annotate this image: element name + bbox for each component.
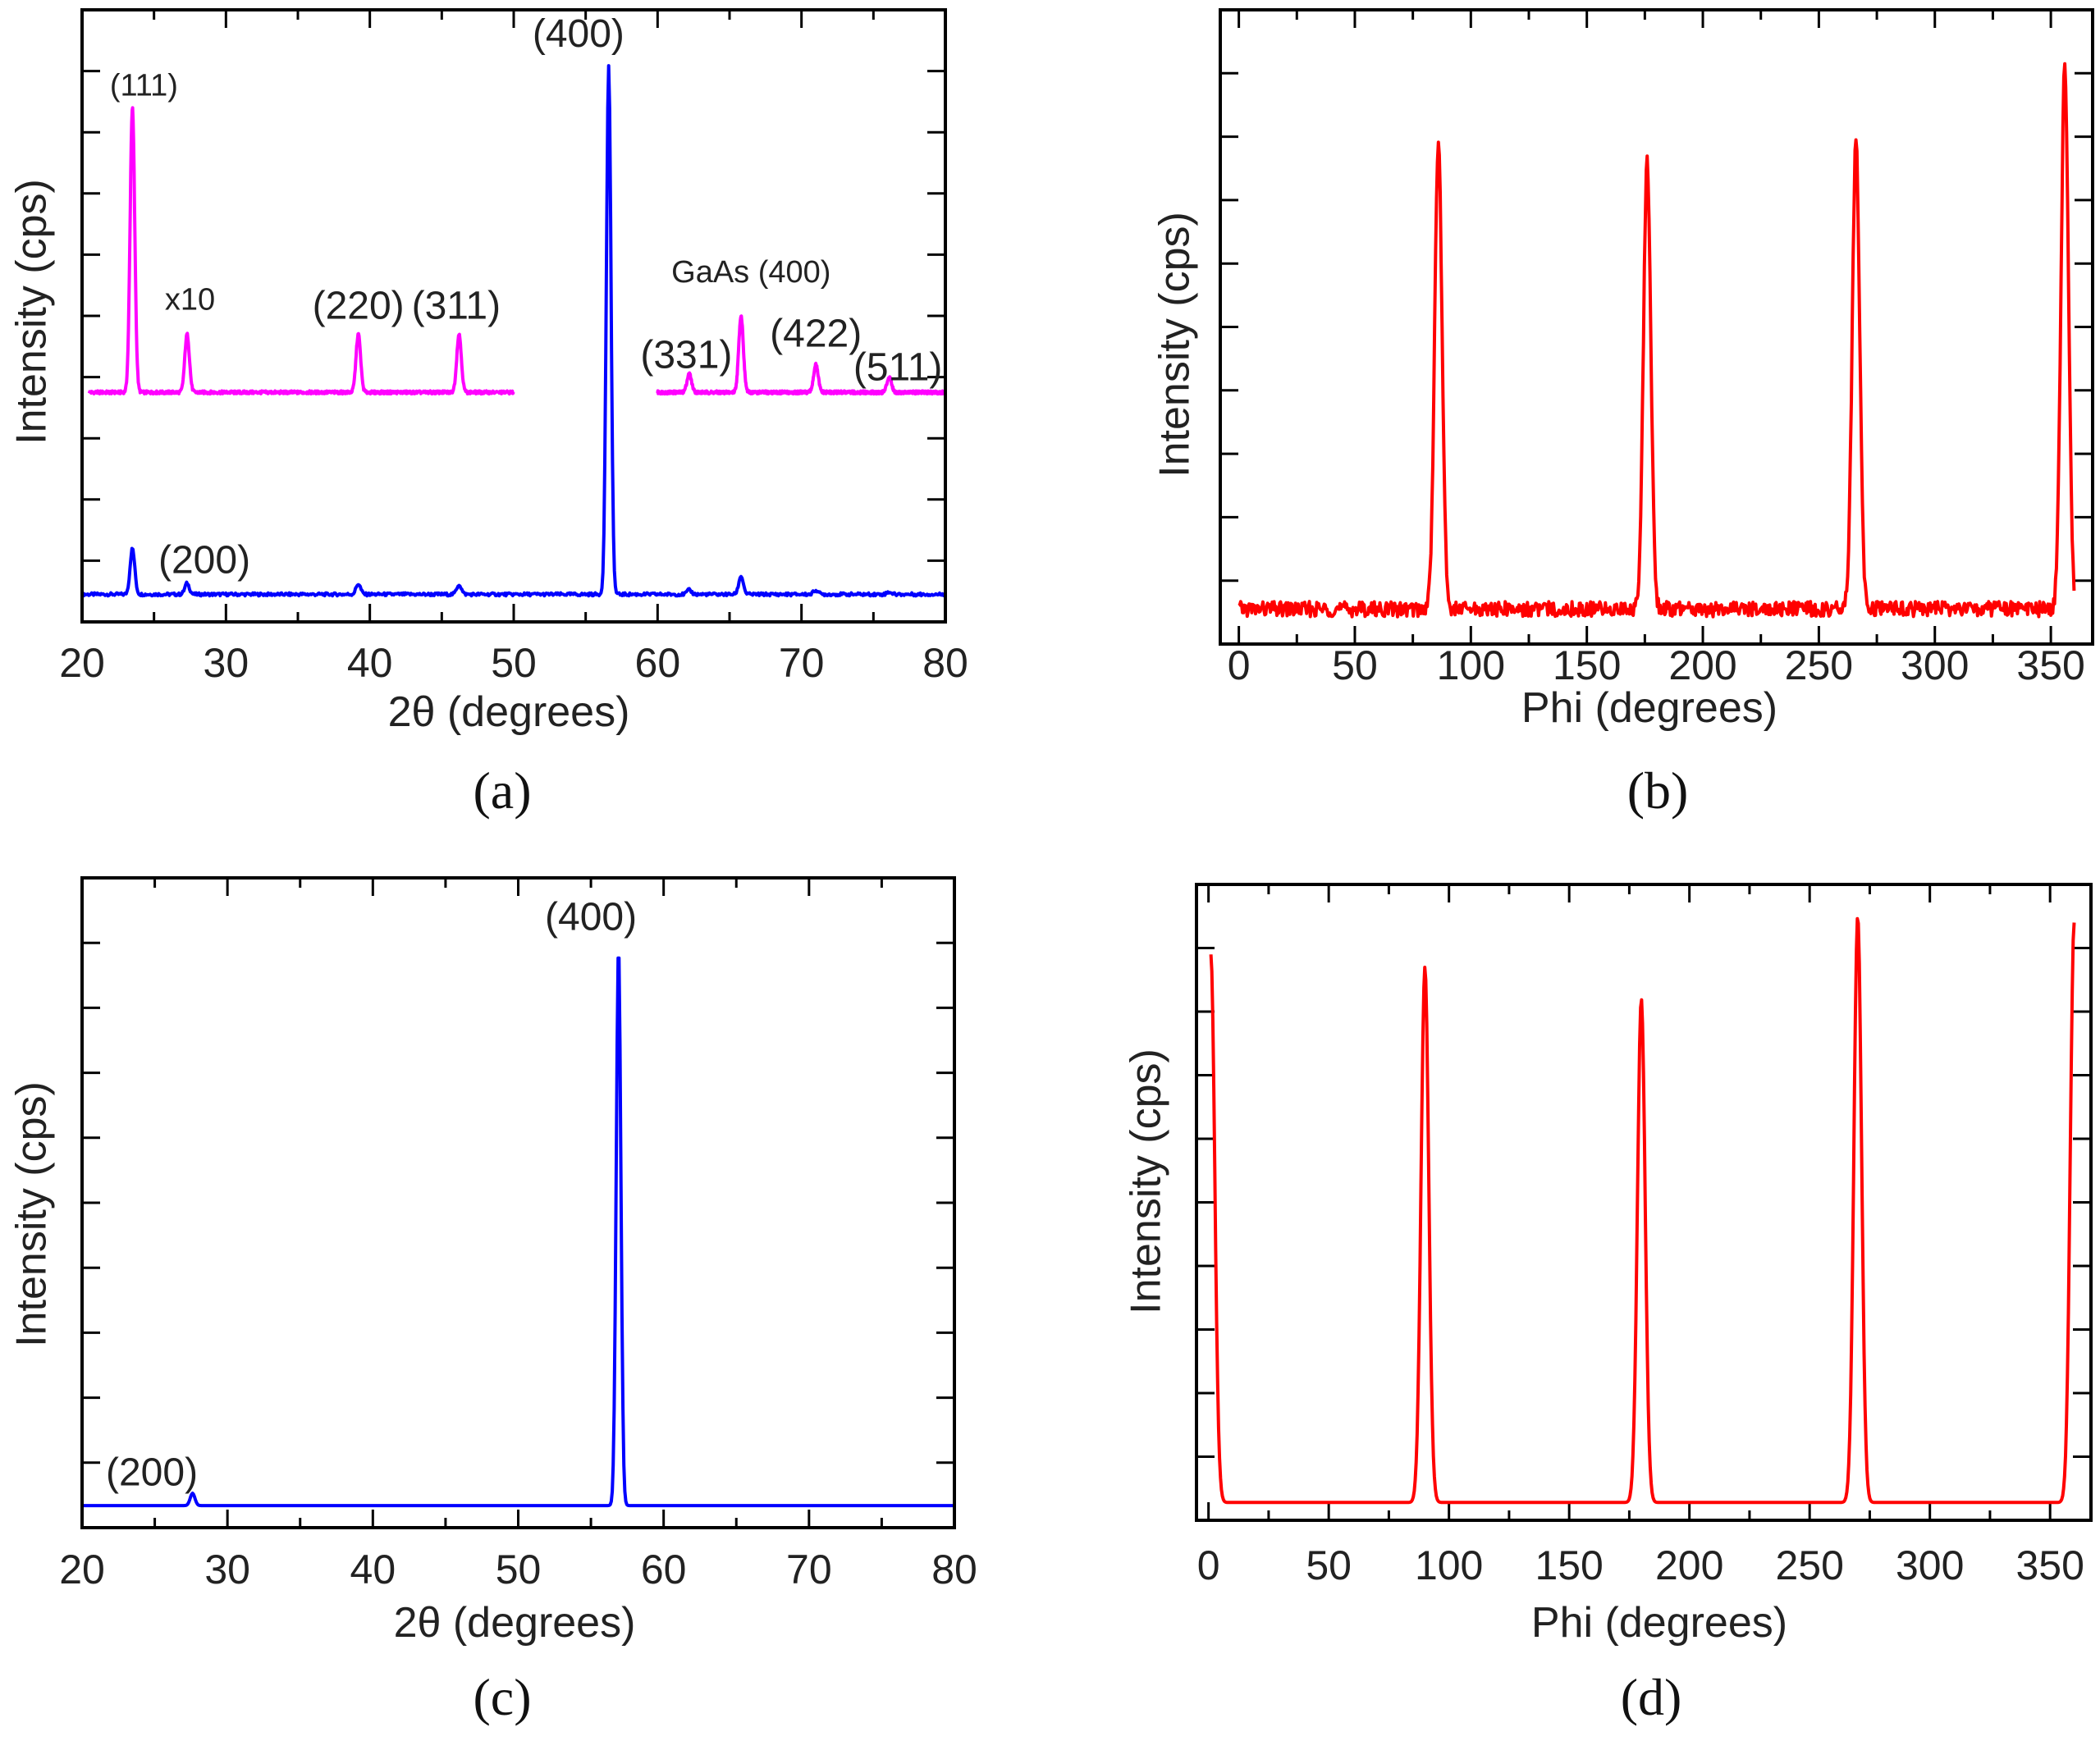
series-line-0-seg-0 <box>1209 916 2076 1505</box>
x-tick-label: 40 <box>350 1547 396 1592</box>
series-line-0-seg-0 <box>1238 62 2076 619</box>
y-axis-label: Intensity (cps) <box>1123 1049 1170 1314</box>
x-tick-label: 40 <box>347 640 393 686</box>
x-tick-label: 50 <box>1306 1542 1352 1588</box>
peak-label: x10 <box>165 283 215 318</box>
x-tick-label: 250 <box>1775 1542 1843 1588</box>
series-line-1-seg-1 <box>656 314 944 396</box>
x-tick-label: 30 <box>204 1547 250 1592</box>
x-tick-label: 350 <box>2015 1542 2084 1588</box>
y-axis-label: Intensity (cps) <box>8 179 56 445</box>
panel-d: 0 50 100 150 200 250 300 350 Phi (degrees) Intens… <box>1123 883 2093 1726</box>
panel-caption: (c) <box>473 1668 531 1726</box>
peak-label: GaAs (400) <box>671 255 830 290</box>
x-tick-label: 250 <box>1785 642 1853 688</box>
x-tick-label: 150 <box>1535 1542 1603 1588</box>
peak-label: (331) <box>640 333 732 377</box>
plot-frame <box>1219 8 2094 646</box>
x-tick-label: 350 <box>2016 642 2084 688</box>
x-tick-label: 80 <box>931 1547 977 1592</box>
x-tick-label: 50 <box>1332 642 1378 688</box>
x-tick-label: 60 <box>635 640 681 686</box>
x-axis-label: Phi (degrees) <box>1521 684 1777 732</box>
x-tick-label: 300 <box>1896 1542 1964 1588</box>
panel-caption: (a) <box>473 761 531 820</box>
x-tick-label: 100 <box>1437 642 1505 688</box>
peak-label: (111) <box>110 68 178 103</box>
x-tick-label: 20 <box>59 1547 105 1592</box>
peak-label: (422) <box>770 312 862 355</box>
peak-label: (200) <box>106 1451 198 1495</box>
x-tick-label: 200 <box>1655 1542 1723 1588</box>
x-tick-label: 300 <box>1901 642 1969 688</box>
x-tick-label: 60 <box>641 1547 687 1592</box>
x-tick-label: 50 <box>496 1547 542 1592</box>
peak-label: (400) <box>533 12 625 56</box>
x-tick-label: 70 <box>779 640 825 686</box>
plot-frame <box>80 876 956 1529</box>
x-tick-label: 70 <box>786 1547 832 1592</box>
x-axis-label: 2θ (degrees) <box>394 1599 636 1647</box>
x-tick-label: 50 <box>491 640 537 686</box>
panel-c: 20 30 40 50 60 70 80 (400) (200) 2θ (degrees) Inte… <box>8 876 977 1726</box>
peak-label: (400) <box>545 895 637 939</box>
x-tick-label: 0 <box>1197 1542 1220 1588</box>
series-line-0-seg-0 <box>84 64 944 598</box>
x-tick-label: 30 <box>204 640 249 686</box>
x-tick-label: 100 <box>1415 1542 1483 1588</box>
y-axis-label: Intensity (cps) <box>8 1081 56 1347</box>
peak-label: (220) <box>313 285 405 328</box>
peak-label: (311) <box>412 285 501 328</box>
x-tick-label: 80 <box>922 640 968 686</box>
peak-label: (511) <box>853 345 943 389</box>
panel-caption: (d) <box>1621 1668 1682 1726</box>
series-line-0-seg-0 <box>84 956 953 1508</box>
panel-b: 0 50 100 150 200 250 300 350 Phi (degrees) Intens… <box>1151 8 2094 820</box>
x-tick-label: 20 <box>59 640 105 686</box>
x-tick-label: 200 <box>1668 642 1736 688</box>
x-axis-label: Phi (degrees) <box>1531 1599 1787 1647</box>
x-tick-label: 0 <box>1228 642 1251 688</box>
series-line-1-seg-0 <box>87 106 515 396</box>
x-tick-label: 150 <box>1553 642 1621 688</box>
panel-a: 20 30 40 50 60 70 80 (111) x10 (220) (311) GaAs (40… <box>8 8 968 820</box>
x-axis-label: 2θ (degrees) <box>388 688 630 736</box>
y-axis-label: Intensity (cps) <box>1151 212 1199 477</box>
panel-caption: (b) <box>1627 761 1689 820</box>
peak-label: (200) <box>158 538 250 582</box>
